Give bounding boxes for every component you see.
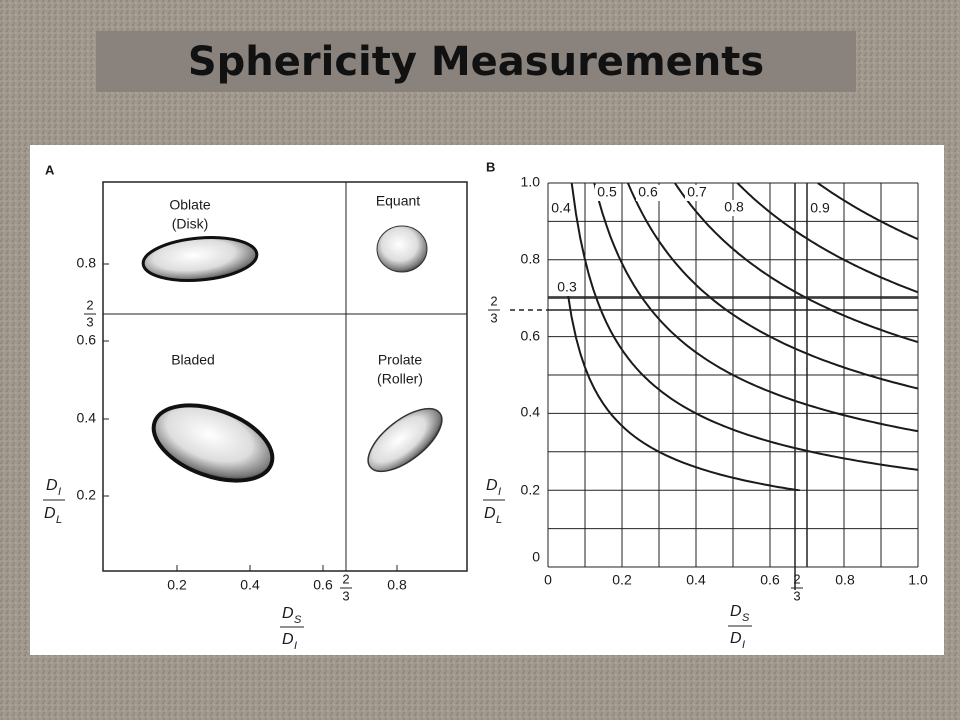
sphericity-curve bbox=[570, 183, 918, 471]
label-bg bbox=[808, 201, 832, 217]
x-tick-label: 0.4 bbox=[686, 572, 706, 588]
axis-sub: S bbox=[742, 612, 750, 624]
y-axis-label: D I D L bbox=[483, 477, 505, 526]
y-tick-label: 0.2 bbox=[521, 482, 541, 498]
region-label: Equant bbox=[376, 193, 420, 209]
curve-label: 0.4 bbox=[551, 200, 571, 216]
y-tick-label: 0.6 bbox=[77, 332, 97, 348]
sphericity-curve bbox=[567, 296, 800, 491]
panel-label: A bbox=[45, 162, 55, 177]
y-tick-label: 0.8 bbox=[521, 251, 541, 267]
axis-letter: D bbox=[44, 505, 56, 522]
axis-letter: D bbox=[730, 630, 742, 647]
curve-label: 0.8 bbox=[724, 199, 744, 215]
y-axis-label: D I D L bbox=[43, 477, 65, 526]
x-tick-label: 0.2 bbox=[612, 572, 632, 588]
axis-sub: I bbox=[742, 639, 745, 651]
sphericity-curve bbox=[674, 183, 918, 344]
panel-b-curves bbox=[567, 183, 918, 491]
panel-label: B bbox=[486, 159, 495, 174]
panel-a bbox=[102, 181, 468, 572]
axis-sub: S bbox=[294, 614, 302, 626]
y-tick-label: 0.8 bbox=[77, 255, 97, 271]
axis-letter: D bbox=[46, 477, 58, 494]
label-bg bbox=[549, 201, 573, 217]
panel-a-labels: A Oblate (Disk) Equant Bladed Prolate (R… bbox=[43, 162, 423, 652]
title-bar bbox=[96, 31, 856, 92]
y-tick-label: 0.4 bbox=[77, 410, 97, 426]
region-label: (Roller) bbox=[377, 371, 423, 387]
axis-sub: I bbox=[58, 486, 61, 498]
x-tick-label: 0.2 bbox=[167, 577, 187, 593]
x-tick-label: 0.4 bbox=[240, 577, 260, 593]
axis-letter: D bbox=[486, 477, 498, 494]
sphericity-curve bbox=[817, 183, 918, 241]
y-tick-label: 0.6 bbox=[521, 328, 541, 344]
y-tick-label: 0.4 bbox=[521, 404, 541, 420]
y-tick-label: 0.2 bbox=[77, 487, 97, 503]
label-bg bbox=[555, 280, 579, 296]
y-frac-den: 3 bbox=[490, 310, 497, 325]
axis-letter: D bbox=[282, 605, 294, 622]
axis-letter: D bbox=[484, 505, 496, 522]
curve-label: 0.5 bbox=[597, 184, 617, 200]
y-frac-num: 2 bbox=[490, 293, 497, 308]
panel-b-labels: B 1.0 0.8 0.6 0.4 0.2 0 2 3 0 0.2 0.4 0.… bbox=[483, 159, 928, 651]
x-tick-label: 0.6 bbox=[313, 577, 333, 593]
axis-sub: L bbox=[56, 514, 62, 526]
label-bg bbox=[636, 185, 660, 201]
title: Sphericity Measurements bbox=[188, 39, 764, 85]
sphericity-curve bbox=[626, 183, 918, 390]
axis-letter: D bbox=[730, 603, 742, 620]
y-frac-num: 2 bbox=[86, 297, 93, 312]
x-frac-num: 2 bbox=[793, 571, 800, 586]
curve-labels: 0.3 0.4 0.5 0.6 0.7 0.8 0.9 bbox=[549, 184, 832, 296]
x-tick-label: 1.0 bbox=[908, 572, 928, 588]
sphericity-curve bbox=[736, 183, 918, 294]
axis-sub: I bbox=[498, 486, 501, 498]
region-label: Bladed bbox=[171, 352, 215, 368]
sphericity-curve bbox=[593, 183, 918, 433]
y-tick-label: 0 bbox=[532, 549, 540, 565]
x-tick-label: 0.6 bbox=[760, 572, 780, 588]
x-frac-den: 3 bbox=[342, 588, 349, 603]
x-tick-label: 0.8 bbox=[387, 577, 407, 593]
label-bg bbox=[595, 185, 619, 201]
x-axis-label: D S D I bbox=[728, 603, 752, 651]
curve-label: 0.7 bbox=[687, 184, 707, 200]
x-frac-num: 2 bbox=[342, 571, 349, 586]
region-label: Prolate bbox=[378, 352, 423, 368]
axis-sub: L bbox=[496, 514, 502, 526]
curve-label: 0.6 bbox=[638, 184, 658, 200]
curve-label: 0.3 bbox=[557, 279, 577, 295]
label-bg bbox=[722, 200, 746, 216]
axis-sub: I bbox=[294, 640, 297, 652]
x-frac-den: 3 bbox=[793, 588, 800, 603]
curve-label: 0.9 bbox=[810, 200, 830, 216]
y-frac-den: 3 bbox=[86, 314, 93, 329]
x-axis-label: D S D I bbox=[280, 605, 304, 652]
label-bg bbox=[685, 185, 709, 201]
region-label: (Disk) bbox=[172, 216, 209, 232]
axis-letter: D bbox=[282, 631, 294, 648]
region-label: Oblate bbox=[169, 197, 210, 213]
y-tick-label: 1.0 bbox=[521, 174, 541, 190]
x-tick-label: 0 bbox=[544, 572, 552, 588]
x-tick-label: 0.8 bbox=[835, 572, 855, 588]
panel-b-extra-lines bbox=[510, 183, 918, 590]
